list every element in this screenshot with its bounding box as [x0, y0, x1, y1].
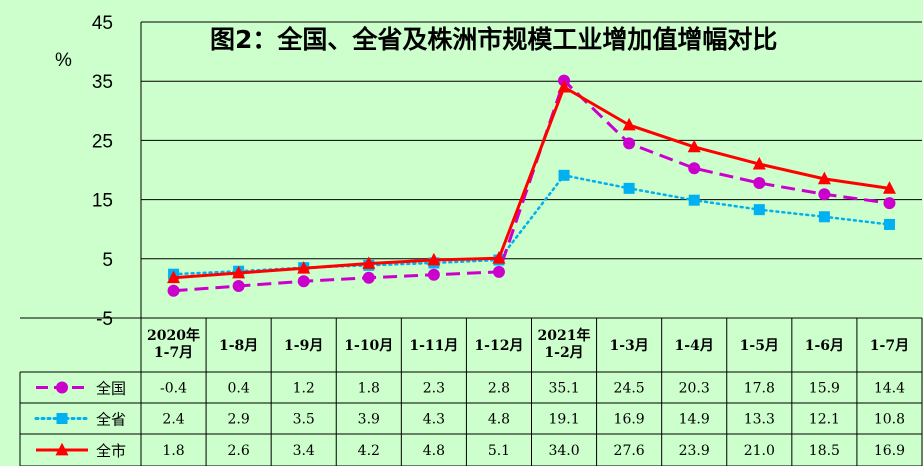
- category-label: 1-10月: [344, 338, 393, 354]
- data-point: [883, 197, 896, 210]
- table-cell-value: 1.8: [358, 381, 380, 397]
- data-point: [623, 182, 635, 194]
- table-cell-value: -0.4: [160, 381, 187, 397]
- table-cell-value: 23.9: [679, 443, 710, 459]
- table-cell-value: 4.8: [423, 443, 445, 459]
- data-point: [557, 79, 571, 93]
- table-cell-value: 5.1: [488, 443, 510, 459]
- table-cell-value: 2.6: [227, 443, 249, 459]
- category-label: 2020年: [147, 327, 200, 344]
- table-cell-value: 3.5: [293, 412, 315, 428]
- data-point: [818, 188, 831, 201]
- data-point: [232, 280, 245, 293]
- y-tick-label: 15: [92, 191, 113, 212]
- series-line: [173, 85, 890, 280]
- legend-key-marker: [56, 413, 68, 424]
- table-cell-value: 3.9: [358, 412, 380, 428]
- data-point: [688, 162, 701, 175]
- legend-key-marker: [55, 442, 69, 456]
- category-label: 1-8月: [219, 338, 258, 354]
- data-point: [688, 194, 700, 206]
- table-cell-value: 12.1: [809, 412, 840, 428]
- table-cell-value: 14.9: [679, 412, 710, 428]
- category-label: 1-7月: [870, 338, 909, 354]
- table-cell-value: 21.0: [744, 443, 775, 459]
- y-axis-ticks: -5 5 15 25 35 45: [92, 13, 113, 330]
- table-cell-value: 15.9: [809, 381, 840, 397]
- legend-key-marker: [56, 381, 68, 394]
- data-point: [687, 139, 701, 153]
- data-point: [623, 137, 636, 150]
- data-point: [297, 261, 311, 274]
- category-label: 1-5月: [740, 338, 779, 354]
- data-point: [167, 284, 180, 297]
- y-tick-label: 25: [92, 131, 113, 152]
- data-point: [753, 177, 766, 190]
- legend-entry-label: 全省: [96, 411, 126, 429]
- data-point: [427, 268, 440, 281]
- table-cell-value: 0.4: [227, 381, 249, 397]
- data-point: [362, 271, 375, 284]
- category-label: 2021年: [538, 327, 591, 344]
- table-cell-value: 16.9: [874, 443, 905, 459]
- data-point: [427, 252, 441, 266]
- data-point: [622, 117, 636, 131]
- data-point: [362, 256, 376, 269]
- table-cell-value: 4.2: [358, 443, 380, 459]
- table-cell-value: 2.8: [488, 381, 510, 397]
- y-tick-label: 5: [102, 250, 113, 271]
- data-point: [558, 169, 570, 181]
- category-label: 1-2月: [544, 345, 583, 361]
- data-point: [492, 251, 506, 264]
- table-cell-value: 24.5: [614, 381, 645, 397]
- category-label: 1-6月: [805, 338, 844, 354]
- table-cell-value: 14.4: [874, 381, 905, 397]
- table-cell-value: 17.8: [744, 381, 775, 397]
- table-cell-value: 4.3: [423, 412, 445, 428]
- series-lines: [167, 74, 896, 297]
- data-point: [882, 181, 896, 194]
- table-cell-value: 1.8: [162, 443, 184, 459]
- table-cell-value: 18.5: [809, 443, 840, 459]
- table-cell-value: 2.9: [227, 412, 249, 428]
- series-line: [172, 174, 891, 276]
- table-cell-value: 4.8: [488, 412, 510, 428]
- category-label: 1-11月: [409, 338, 458, 354]
- chart-title: 图2：全国、全省及株洲市规模工业增加值增幅对比: [210, 25, 777, 54]
- data-point: [753, 204, 765, 216]
- table-cell-value: 34.0: [548, 443, 579, 459]
- data-point: [167, 270, 181, 284]
- table-cell-value: 10.8: [874, 412, 905, 428]
- y-tick-label: -5: [96, 309, 113, 330]
- data-point: [883, 218, 895, 230]
- table-cell-value: 35.1: [548, 381, 579, 397]
- table-cell-value: 27.6: [614, 443, 645, 459]
- y-tick-label: 35: [92, 72, 113, 93]
- data-point: [297, 275, 310, 288]
- data-point: [818, 211, 830, 223]
- table-cell-value: 2.3: [423, 381, 445, 397]
- table-cell-value: 16.9: [614, 412, 645, 428]
- data-point: [232, 265, 246, 279]
- table-cell-value: 13.3: [744, 412, 775, 428]
- legend-entry-label: 全国: [96, 380, 126, 398]
- category-label: 1-4月: [675, 338, 714, 354]
- y-tick-label: 45: [92, 13, 113, 34]
- table-cell-value: 1.2: [293, 381, 315, 397]
- category-label: 1-3月: [609, 338, 648, 354]
- data-point: [752, 156, 766, 170]
- data-point: [492, 265, 505, 278]
- table-cell-value: 3.4: [293, 443, 315, 459]
- legend-entry-label: 全市: [96, 442, 126, 460]
- table-cell-value: 20.3: [679, 381, 710, 397]
- table-cell-value: 19.1: [548, 412, 579, 428]
- y-axis-label: %: [55, 50, 72, 71]
- data-point: [817, 171, 831, 185]
- table-cell-value: 2.4: [162, 412, 184, 428]
- category-label: 1-12月: [474, 338, 523, 354]
- category-label: 1-7月: [154, 345, 193, 361]
- category-label: 1-9月: [284, 338, 323, 354]
